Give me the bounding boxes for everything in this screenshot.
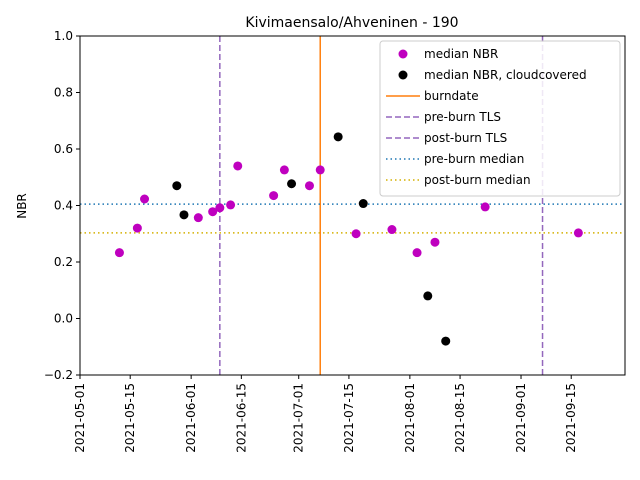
point-0-7	[233, 161, 243, 171]
x-tick-label-0: 2021-05-01	[73, 383, 87, 453]
point-0-2	[140, 194, 150, 204]
legend-label-6: post-burn median	[424, 173, 531, 187]
y-tick-label-1: 0.0	[54, 312, 73, 326]
point-0-1	[132, 223, 142, 233]
y-axis-label: NBR	[15, 193, 29, 219]
point-0-14	[412, 248, 422, 258]
point-1-6	[441, 336, 451, 346]
legend: median NBR median NBR, cloudcovered burnda…	[379, 40, 621, 197]
x-tick-label-8: 2021-09-01	[514, 383, 528, 453]
y-tick-label-4: 0.6	[54, 142, 73, 156]
legend-label-2: burndate	[424, 89, 479, 103]
point-0-8	[269, 191, 279, 201]
point-1-0	[172, 181, 182, 191]
x-tick-label-9: 2021-09-15	[564, 383, 578, 453]
point-0-15	[430, 237, 440, 247]
point-0-5	[215, 203, 225, 213]
chart-title: Kivimaensalo/Ahveninen - 190	[245, 15, 458, 31]
legend-label-1: median NBR, cloudcovered	[424, 68, 587, 82]
x-axis: 2021-05-01 2021-05-15 2021-06-01 2021-06-15…	[73, 375, 578, 453]
x-tick-label-6: 2021-08-01	[403, 383, 417, 453]
y-tick-label-2: 0.2	[54, 255, 73, 269]
legend-marker-0	[398, 49, 408, 59]
legend-label-4: post-burn TLS	[424, 131, 507, 145]
point-0-16	[480, 202, 490, 212]
point-0-0	[114, 248, 124, 258]
x-tick-label-2: 2021-06-01	[184, 383, 198, 453]
x-tick-label-3: 2021-06-15	[234, 383, 248, 453]
legend-marker-1	[398, 70, 408, 80]
point-0-11	[315, 165, 325, 175]
point-0-4	[208, 207, 218, 217]
point-0-12	[351, 229, 361, 239]
y-tick-label-6: 1.0	[54, 29, 73, 43]
x-tick-label-7: 2021-08-15	[453, 383, 467, 453]
legend-label-5: pre-burn median	[424, 152, 524, 166]
point-1-5	[423, 291, 433, 301]
point-0-6	[226, 200, 236, 210]
legend-label-0: median NBR	[424, 47, 498, 61]
point-0-9	[279, 165, 289, 175]
point-0-3	[193, 213, 203, 223]
y-axis: −0.2 0.0 0.2 0.4 0.6 0.8 1.0	[44, 29, 80, 382]
point-0-10	[304, 181, 314, 191]
point-1-1	[179, 210, 189, 220]
x-tick-label-4: 2021-07-01	[292, 383, 306, 453]
point-0-13	[387, 225, 397, 235]
y-tick-label-5: 0.8	[54, 86, 73, 100]
point-1-4	[358, 199, 368, 209]
y-tick-label-0: −0.2	[44, 368, 73, 382]
point-1-2	[287, 179, 297, 189]
x-tick-label-1: 2021-05-15	[123, 383, 137, 453]
point-0-17	[573, 228, 583, 238]
data-points	[114, 132, 583, 346]
y-tick-label-3: 0.4	[54, 199, 73, 213]
point-1-3	[333, 132, 343, 142]
x-tick-label-5: 2021-07-15	[342, 383, 356, 453]
legend-box	[379, 40, 621, 197]
legend-label-3: pre-burn TLS	[424, 110, 501, 124]
